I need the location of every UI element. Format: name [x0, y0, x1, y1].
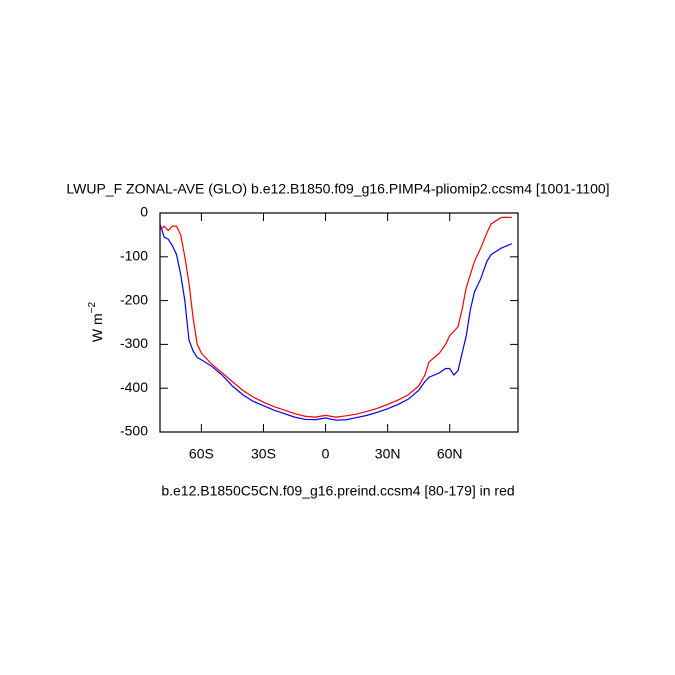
y-tick-label: -300: [120, 335, 148, 351]
x-tick-label: 0: [322, 446, 330, 462]
x-tick-label: 60S: [189, 446, 214, 462]
y-tick-label: -200: [120, 291, 148, 307]
y-tick-label: -400: [120, 379, 148, 395]
y-axis-label-sup: −2: [87, 301, 98, 313]
chart-subtitle: b.e12.B1850C5CN.f09_g16.preind.ccsm4 [80…: [161, 483, 514, 499]
y-tick-label: 0: [140, 204, 148, 220]
y-axis-label: W m−2: [87, 301, 105, 342]
data-line: [159, 223, 513, 421]
y-tick-label: -500: [120, 423, 148, 439]
data-line: [159, 216, 512, 418]
plot-frame: [159, 212, 519, 433]
x-tick-label: 60N: [437, 446, 463, 462]
y-axis-label-text: W m: [89, 313, 105, 342]
y-tick-label: -100: [120, 248, 148, 264]
x-tick-label: 30S: [251, 446, 276, 462]
chart-title: LWUP_F ZONAL-AVE (GLO) b.e12.B1850.f09_g…: [66, 181, 609, 197]
x-tick-label: 30N: [375, 446, 401, 462]
